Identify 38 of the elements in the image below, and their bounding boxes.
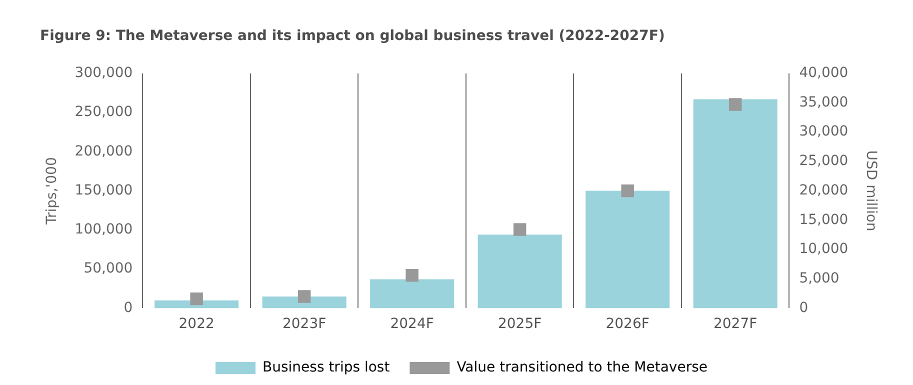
y-tick-label: 200,000 (74, 143, 133, 160)
point (406, 268, 418, 282)
y-tick-label: 0 (124, 300, 133, 316)
bar (693, 99, 778, 308)
bar (262, 296, 346, 308)
y2-tick-label: 35,000 (799, 94, 848, 110)
bar (586, 190, 670, 308)
point (513, 223, 526, 236)
x-tick-label: 2024F (390, 316, 434, 332)
y-tick-label: 250,000 (74, 104, 133, 120)
x-tick-label: 2027F (713, 316, 758, 332)
x-tick-label: 2022 (178, 316, 214, 332)
y2-tick-label: 10,000 (799, 241, 848, 258)
y-tick-label: 150,000 (74, 182, 133, 198)
y2-tick-label: 15,000 (799, 212, 848, 228)
x-tick-label: 2023F (282, 316, 326, 332)
y2-tick-label: 5,000 (799, 270, 840, 286)
y-axis-title: Trips,'000 (44, 157, 60, 226)
x-tick-label: 2025F (498, 316, 542, 332)
y2-tick-label: 30,000 (799, 124, 848, 140)
x-tick-label: 2026F (606, 316, 650, 332)
y-tick-label: 100,000 (74, 222, 133, 238)
point (621, 184, 634, 198)
y-tick-label: 300,000 (74, 65, 133, 82)
y2-tick-label: 25,000 (799, 153, 848, 170)
point (728, 98, 742, 111)
chart-title: Figure 9: The Metaverse and its impact on global business travel (2022-2027F) (40, 28, 665, 44)
point (298, 290, 311, 303)
bar (370, 279, 454, 308)
y2-tick-label: 40,000 (799, 65, 848, 82)
y2-tick-label: 0 (799, 300, 808, 316)
legend-label: Business trips lost (262, 360, 390, 376)
y2-axis-title: USD million (862, 150, 879, 232)
point (190, 292, 203, 306)
y-tick-label: 50,000 (84, 260, 133, 277)
legend-label: Value transitioned to the Metaverse (456, 360, 708, 376)
y2-tick-label: 20,000 (799, 182, 848, 198)
bar (478, 234, 562, 308)
